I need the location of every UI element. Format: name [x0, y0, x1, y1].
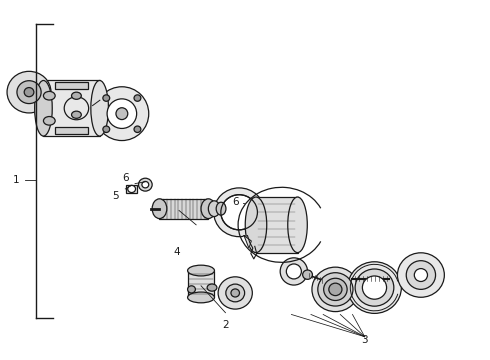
Bar: [126, 185, 137, 193]
Ellipse shape: [188, 292, 215, 303]
Ellipse shape: [152, 199, 167, 219]
Ellipse shape: [329, 283, 342, 296]
Ellipse shape: [324, 278, 347, 301]
Ellipse shape: [288, 197, 307, 253]
Bar: [44, 81, 99, 136]
Text: 6: 6: [122, 173, 128, 183]
Ellipse shape: [103, 95, 110, 101]
Bar: [55, 82, 88, 89]
Ellipse shape: [95, 87, 149, 140]
Text: 3: 3: [362, 334, 368, 345]
Ellipse shape: [134, 126, 141, 132]
Ellipse shape: [221, 195, 257, 230]
Ellipse shape: [134, 95, 141, 101]
Ellipse shape: [188, 286, 196, 293]
Ellipse shape: [312, 267, 359, 312]
Ellipse shape: [72, 92, 81, 99]
Bar: [55, 127, 88, 134]
Ellipse shape: [245, 197, 267, 253]
Ellipse shape: [415, 269, 427, 282]
Text: 1: 1: [13, 175, 20, 185]
Ellipse shape: [17, 81, 41, 104]
Ellipse shape: [397, 253, 444, 297]
Ellipse shape: [218, 277, 252, 309]
Text: 5: 5: [112, 191, 119, 201]
Ellipse shape: [208, 201, 220, 217]
Ellipse shape: [216, 202, 226, 215]
Bar: [188, 271, 215, 297]
Ellipse shape: [35, 81, 52, 136]
Ellipse shape: [303, 270, 313, 279]
Text: 4: 4: [173, 247, 180, 257]
Ellipse shape: [201, 199, 216, 219]
Ellipse shape: [226, 284, 245, 302]
Ellipse shape: [406, 261, 436, 289]
Ellipse shape: [280, 258, 308, 285]
Bar: [159, 199, 208, 219]
Ellipse shape: [347, 262, 401, 314]
Ellipse shape: [72, 111, 81, 118]
Ellipse shape: [318, 273, 353, 306]
Ellipse shape: [363, 276, 387, 299]
Ellipse shape: [214, 188, 265, 237]
Text: 6: 6: [232, 197, 239, 207]
Ellipse shape: [355, 269, 394, 306]
Ellipse shape: [128, 185, 136, 193]
Text: 2: 2: [222, 320, 229, 330]
Ellipse shape: [103, 126, 110, 132]
Ellipse shape: [24, 87, 34, 97]
Ellipse shape: [139, 178, 152, 191]
Ellipse shape: [286, 264, 301, 279]
Ellipse shape: [44, 117, 55, 125]
Ellipse shape: [231, 289, 240, 297]
Ellipse shape: [44, 91, 55, 100]
Ellipse shape: [91, 81, 108, 136]
Ellipse shape: [116, 108, 128, 120]
Bar: [256, 197, 297, 253]
Ellipse shape: [107, 99, 137, 129]
Ellipse shape: [7, 71, 51, 113]
Ellipse shape: [207, 284, 217, 291]
Ellipse shape: [188, 265, 215, 276]
Polygon shape: [244, 235, 251, 248]
Ellipse shape: [142, 181, 149, 188]
